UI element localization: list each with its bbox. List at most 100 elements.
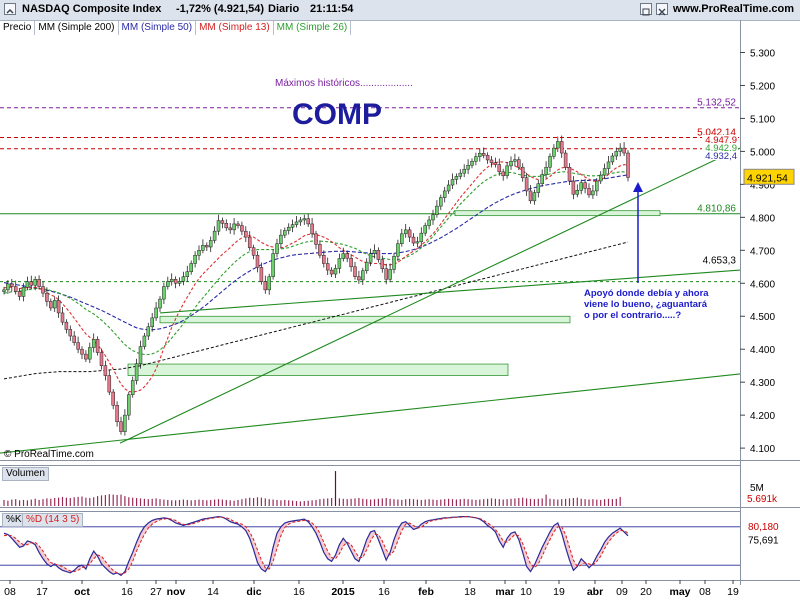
- candle-body: [598, 174, 603, 182]
- candle-body: [388, 269, 392, 280]
- candle-body: [193, 254, 197, 264]
- legend-mm50[interactable]: MM (Simple 50): [119, 21, 197, 35]
- historic-max-label: Máximos históricos...................: [275, 78, 413, 89]
- stochastic-axis: 80,180 75,691: [748, 522, 779, 547]
- candle-body: [556, 141, 560, 149]
- close-icon[interactable]: [656, 3, 668, 16]
- candle-body: [341, 253, 346, 259]
- candle-body: [400, 233, 404, 244]
- candle-body: [450, 179, 455, 186]
- candle-body: [536, 183, 541, 193]
- volume-tick-label: 5M: [750, 483, 764, 494]
- x-tick-label: abr: [587, 586, 603, 598]
- candle-body: [485, 155, 490, 161]
- candle-body: [162, 286, 166, 300]
- candle-body: [169, 279, 174, 282]
- candle-body: [64, 321, 69, 330]
- candle-body: [267, 276, 271, 291]
- candle-body: [329, 269, 334, 275]
- candle-body: [489, 159, 494, 163]
- candle-body: [302, 218, 307, 221]
- timeframe: Diario: [268, 3, 300, 15]
- candle-body: [216, 220, 221, 232]
- candle-body: [99, 352, 104, 366]
- price-level-label: 4.653,3: [703, 256, 737, 267]
- collapse-icon[interactable]: [4, 3, 16, 15]
- candle-body: [240, 225, 244, 232]
- candle-body: [626, 152, 630, 178]
- candle-body: [403, 229, 408, 235]
- stochastic-oscillator: [0, 515, 740, 577]
- candle-body: [150, 317, 154, 328]
- candle-body: [540, 174, 544, 184]
- candle-body: [123, 414, 127, 432]
- candle-body: [173, 279, 178, 284]
- y-tick-label: 4.700: [750, 246, 775, 257]
- candle-body: [478, 153, 482, 157]
- stochastic-d-line: [3, 516, 629, 575]
- candle-body: [493, 162, 498, 165]
- x-tick-label: 19: [553, 586, 565, 598]
- x-tick-label: 14: [207, 586, 219, 598]
- ma-tag-bg: [702, 143, 738, 152]
- candle-body: [353, 266, 357, 277]
- legend-mm13[interactable]: MM (Simple 13): [196, 21, 274, 35]
- candle-body: [384, 268, 388, 280]
- y-tick-label: 4.300: [750, 378, 775, 389]
- candle-body: [146, 326, 151, 337]
- candle-body: [72, 335, 76, 343]
- volume-panel-label[interactable]: Volumen: [2, 467, 49, 481]
- candle-body: [446, 184, 451, 192]
- x-tick-label: may: [669, 586, 690, 598]
- candle-body: [520, 166, 525, 179]
- candle-body: [84, 353, 88, 360]
- uptrend-line: [119, 147, 741, 444]
- candle-body: [458, 172, 463, 177]
- x-tick-label: 08: [4, 586, 16, 598]
- indicator-legend: Precio MM (Simple 200) MM (Simple 50) MM (S…: [0, 21, 740, 35]
- candle-body: [575, 190, 580, 195]
- volume-last-label: 5.691k: [747, 494, 778, 505]
- candle-body: [244, 230, 248, 238]
- window-restore-icon[interactable]: [640, 3, 652, 16]
- trend-lines: [0, 147, 741, 454]
- y-tick-label: 5.100: [750, 114, 775, 125]
- candle-body: [501, 171, 505, 177]
- candle-body: [33, 279, 37, 286]
- x-tick-label: mar: [495, 586, 514, 598]
- clock-time: 21:11:54: [310, 3, 354, 15]
- copyright: © ProRealTime.com: [4, 449, 94, 460]
- candle-body: [212, 230, 217, 241]
- candle-body: [88, 347, 92, 360]
- title-bar: NASDAQ Composite Index -1,72% (4.921,54)…: [0, 0, 800, 21]
- candle-body: [372, 250, 377, 254]
- price-level-label: 5.008,1: [703, 139, 737, 150]
- candle-body: [60, 312, 65, 323]
- candle-body: [442, 190, 447, 198]
- stochastic-d-label[interactable]: %D (14 3 5): [22, 513, 84, 527]
- candle-body: [119, 421, 123, 432]
- candle-body: [138, 346, 143, 364]
- candle-body: [236, 223, 240, 226]
- moving-averages: [3, 161, 629, 393]
- candle-body: [52, 300, 57, 309]
- candle-body: [45, 292, 49, 302]
- candle-body: [251, 247, 256, 256]
- x-tick-label: dic: [246, 586, 261, 598]
- candle-body: [517, 159, 521, 168]
- candle-body: [111, 391, 115, 406]
- candle-body: [29, 281, 34, 286]
- candle-body: [294, 221, 299, 225]
- legend-price[interactable]: Precio: [0, 21, 36, 35]
- legend-mm200[interactable]: MM (Simple 200): [35, 21, 119, 35]
- candle-body: [361, 270, 365, 281]
- x-tick-label: 08: [699, 586, 711, 598]
- candle-body: [298, 219, 303, 223]
- candle-body: [419, 232, 424, 242]
- candle-body: [337, 258, 342, 269]
- candle-body: [76, 342, 80, 350]
- legend-mm26[interactable]: MM (Simple 26): [274, 21, 352, 35]
- x-tick-label: 17: [36, 586, 48, 598]
- candle-body: [13, 286, 18, 292]
- candle-body: [376, 250, 381, 260]
